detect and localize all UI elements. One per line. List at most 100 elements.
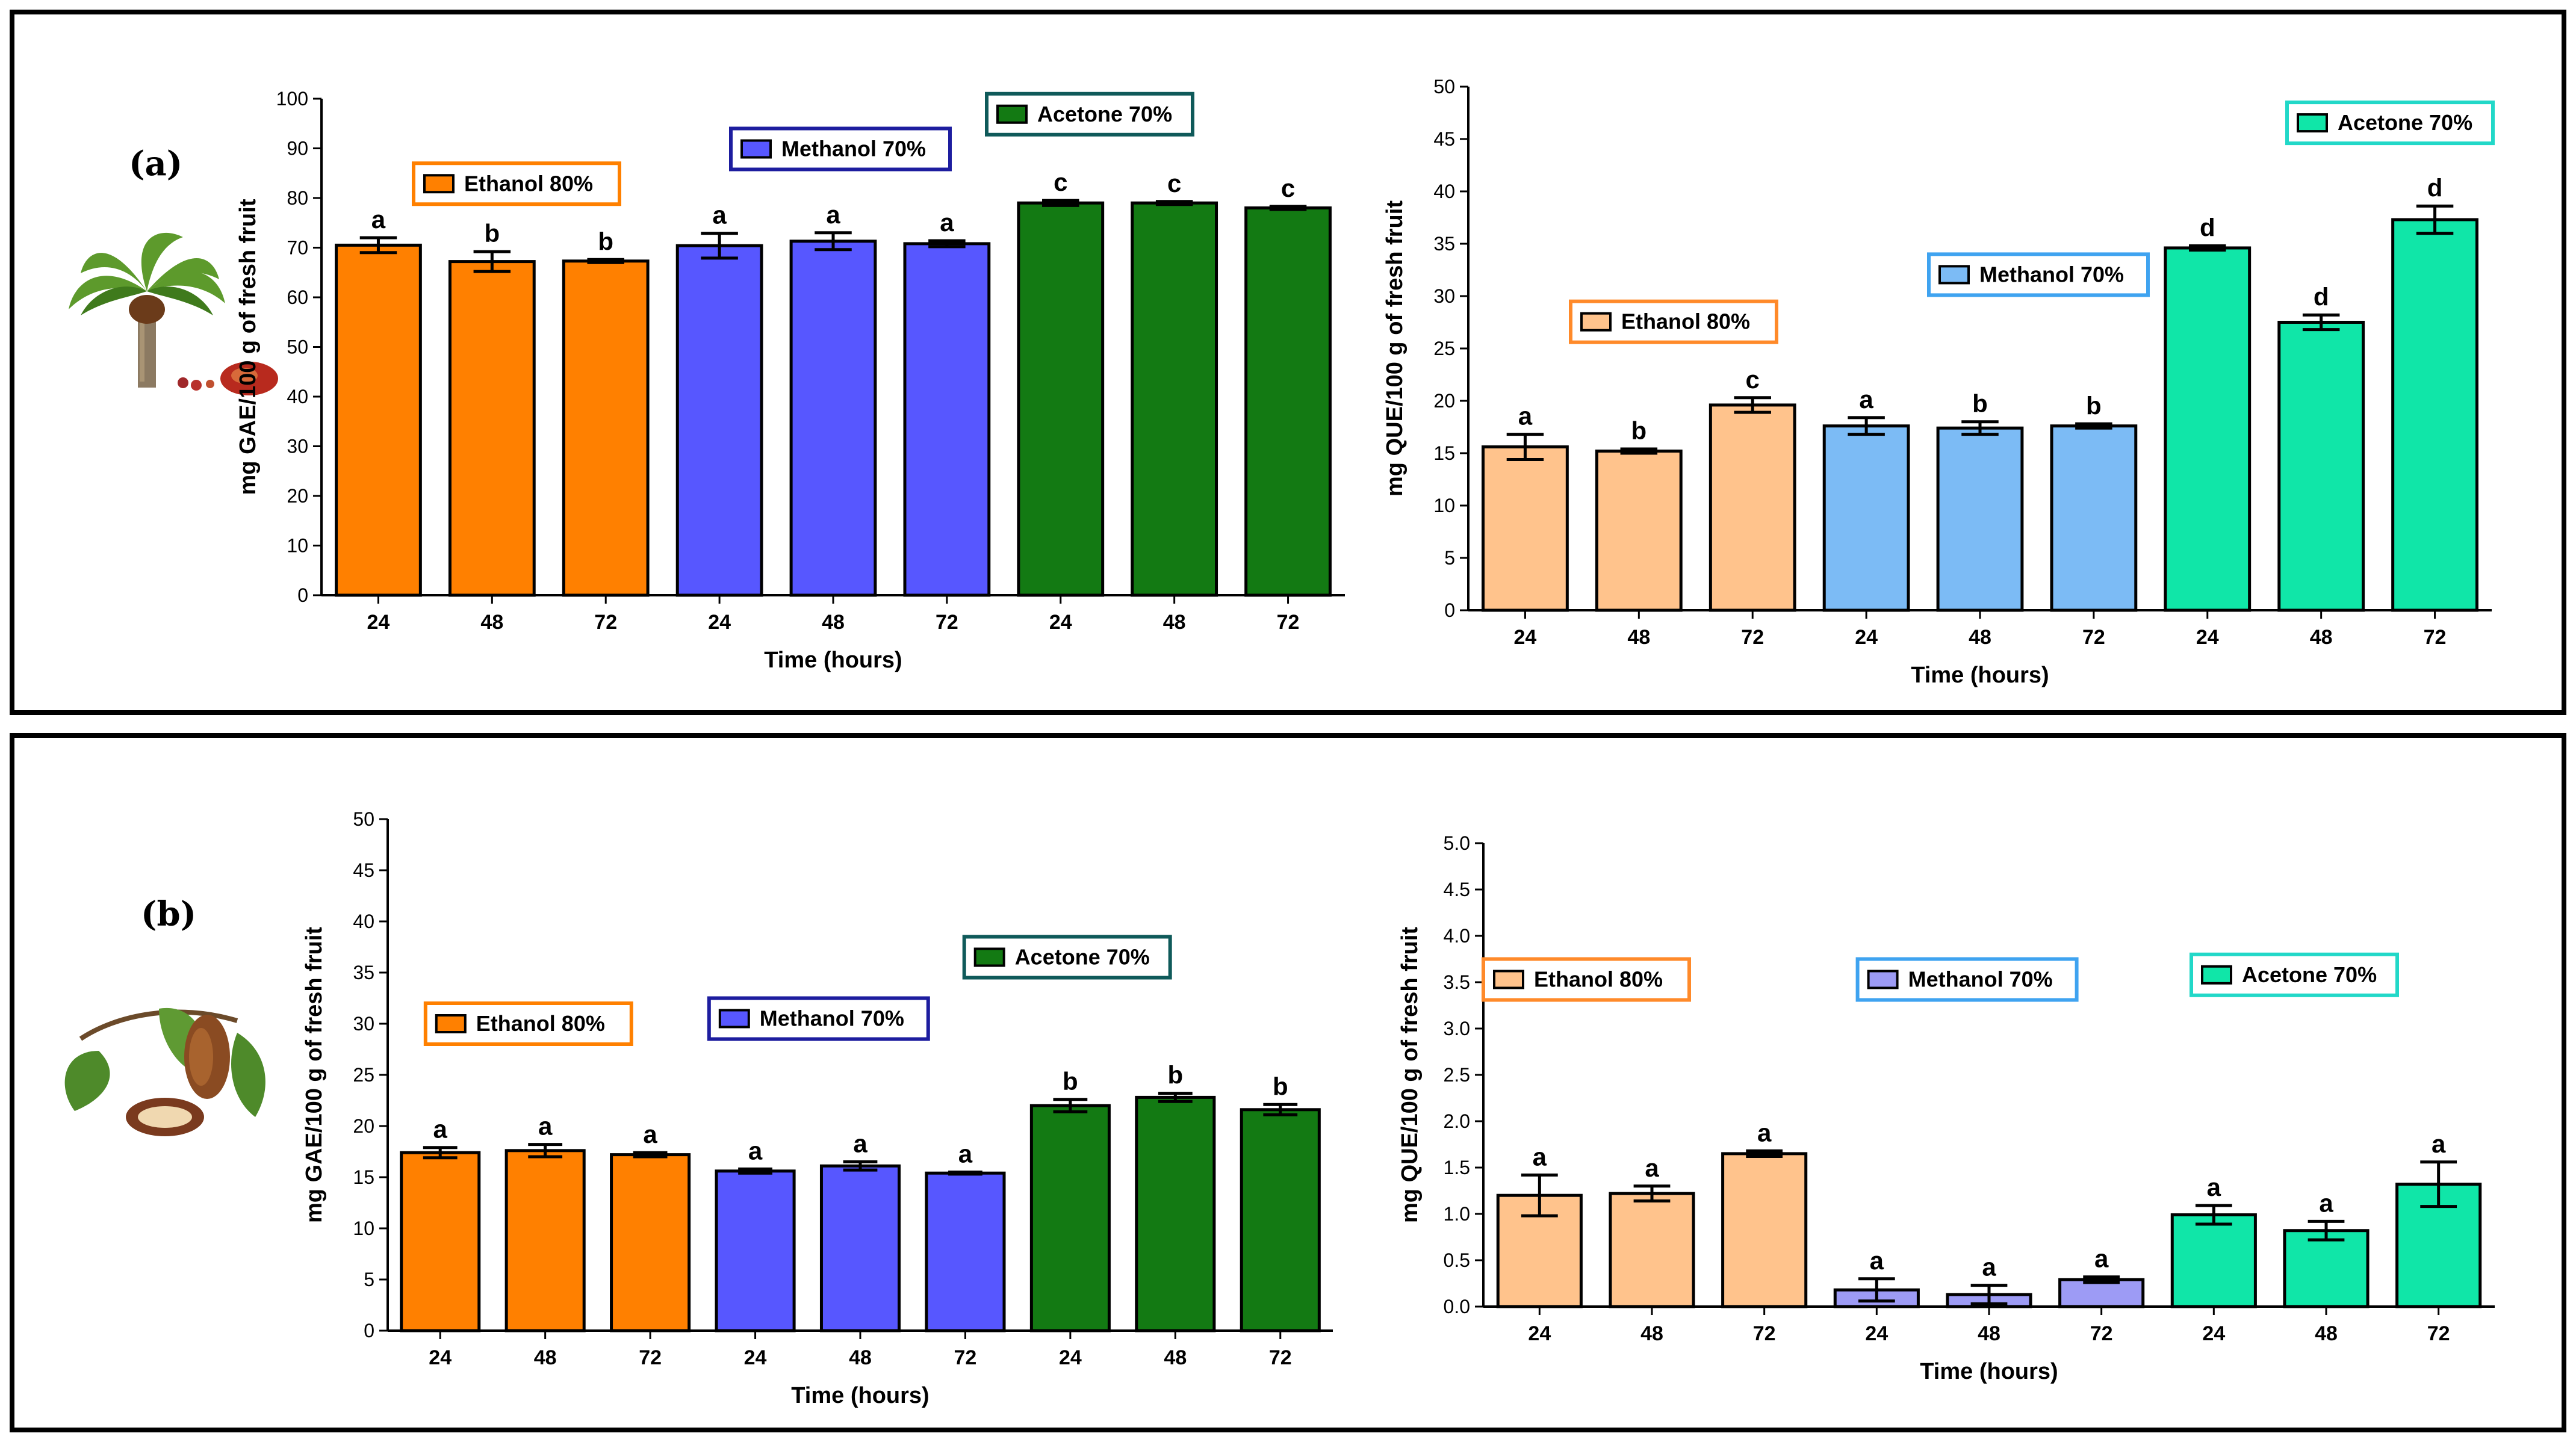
x-tick-label: 24 xyxy=(2202,1322,2225,1345)
y-tick-label: 30 xyxy=(353,1013,374,1035)
bar xyxy=(789,240,877,597)
significance-letter: a xyxy=(1645,1154,1659,1182)
y-tick-label: 70 xyxy=(287,237,308,259)
x-tick-label: 48 xyxy=(1163,611,1186,634)
y-tick-label: 4.0 xyxy=(1444,925,1470,947)
y-tick-label: 50 xyxy=(353,808,374,830)
y-tick-label: 0 xyxy=(297,584,308,606)
legend-swatch xyxy=(740,139,772,159)
bar xyxy=(1135,1095,1216,1332)
bar xyxy=(2283,1229,2370,1308)
bar xyxy=(1609,1192,1695,1308)
legend-box xyxy=(1482,957,1691,1002)
bar xyxy=(1936,426,2024,612)
y-tick-label: 5 xyxy=(1444,547,1455,569)
panel-b: (b) 0 5 10 15 20 25 30 35 40 45 50 a 24 a 48 a 72 a 24 a 48 a… xyxy=(10,733,2566,1432)
y-axis-label: mg QUE/100 g of fresh fruit xyxy=(1382,200,1407,497)
significance-letter: a xyxy=(433,1115,448,1143)
legend-label: Methanol 70% xyxy=(1979,262,2124,286)
x-tick-label: 72 xyxy=(936,611,958,634)
bar xyxy=(1029,1104,1111,1332)
bar xyxy=(1822,424,1910,612)
chart-a-polyphenols: 0 10 20 30 40 50 60 70 80 90 100 a 24 b 48 b 72 a 24 a 48 a 72… xyxy=(235,88,1345,673)
legend-label: Methanol 70% xyxy=(781,137,926,161)
significance-letter: c xyxy=(1167,169,1181,197)
y-tick-label: 5.0 xyxy=(1444,832,1470,854)
bar xyxy=(504,1149,586,1332)
legend-label: Methanol 70% xyxy=(760,1006,904,1031)
legend-swatch xyxy=(1493,970,1524,989)
significance-letter: c xyxy=(1281,174,1295,202)
significance-letter: b xyxy=(1168,1061,1184,1089)
y-tick-label: 20 xyxy=(353,1115,374,1137)
x-tick-label: 24 xyxy=(1049,611,1072,634)
significance-letter: a xyxy=(2094,1245,2109,1273)
y-tick-label: 2.5 xyxy=(1444,1064,1470,1086)
significance-letter: a xyxy=(538,1112,553,1140)
y-tick-label: 50 xyxy=(287,336,308,358)
significance-letter: d xyxy=(2200,213,2215,241)
x-tick-label: 72 xyxy=(954,1346,977,1369)
y-tick-label: 40 xyxy=(1433,181,1455,202)
significance-letter: b xyxy=(1063,1067,1078,1095)
y-axis-label: mg GAE/100 g of fresh fruit xyxy=(302,927,327,1223)
significance-letter: a xyxy=(826,200,840,229)
y-tick-label: 20 xyxy=(1433,390,1455,412)
panel-a: (a) 0 10 20 30 40 50 60 70 80 90 100 a 24 b 48 b 72 a 24 a 4… xyxy=(10,10,2566,715)
bar xyxy=(2277,321,2365,612)
y-tick-label: 0 xyxy=(364,1320,374,1341)
x-tick-label: 72 xyxy=(1741,626,1764,649)
x-tick-label: 48 xyxy=(822,611,845,634)
significance-letter: a xyxy=(1859,385,1873,413)
x-tick-label: 48 xyxy=(1978,1322,2000,1345)
significance-letter: a xyxy=(958,1140,973,1168)
x-tick-label: 48 xyxy=(1164,1346,1187,1369)
y-tick-label: 35 xyxy=(353,962,374,983)
y-tick-label: 50 xyxy=(1433,76,1455,97)
significance-letter: c xyxy=(1746,365,1760,394)
bar xyxy=(2170,1213,2257,1308)
legend-label: Acetone 70% xyxy=(2338,110,2472,135)
significance-letter: a xyxy=(853,1130,867,1158)
y-tick-label: 30 xyxy=(1433,285,1455,307)
y-tick-label: 0.0 xyxy=(1444,1296,1470,1317)
y-tick-label: 10 xyxy=(287,535,308,557)
x-tick-label: 24 xyxy=(708,611,731,634)
x-tick-label: 48 xyxy=(534,1346,557,1369)
y-tick-label: 60 xyxy=(287,286,308,308)
significance-letter: b xyxy=(1631,416,1647,445)
panel-label: (b) xyxy=(141,894,197,934)
y-tick-label: 0 xyxy=(1444,599,1455,621)
bar xyxy=(925,1171,1006,1332)
legend-label: Acetone 70% xyxy=(1037,102,1172,126)
x-tick-label: 72 xyxy=(1269,1346,1292,1369)
significance-letter: d xyxy=(2427,173,2443,202)
x-tick-label: 24 xyxy=(1514,626,1537,649)
legend-swatch xyxy=(718,1009,750,1029)
y-tick-label: 45 xyxy=(353,859,374,881)
significance-letter: a xyxy=(1757,1118,1772,1146)
bar xyxy=(562,259,650,597)
y-tick-label: 30 xyxy=(287,436,308,457)
y-tick-label: 2.0 xyxy=(1444,1110,1470,1132)
significance-letter: a xyxy=(1870,1246,1884,1275)
x-tick-label: 72 xyxy=(594,611,617,634)
x-tick-label: 72 xyxy=(639,1346,662,1369)
y-tick-label: 0.5 xyxy=(1444,1249,1470,1271)
legend-label: Ethanol 80% xyxy=(476,1011,605,1036)
x-tick-label: 48 xyxy=(1640,1322,1663,1345)
significance-letter: d xyxy=(2314,282,2329,311)
bar xyxy=(448,260,536,597)
significance-letter: a xyxy=(940,208,954,237)
y-tick-label: 1.0 xyxy=(1444,1203,1470,1225)
significance-letter: c xyxy=(1054,168,1067,196)
x-tick-label: 72 xyxy=(2427,1322,2450,1345)
x-tick-label: 48 xyxy=(2315,1322,2338,1345)
x-tick-label: 72 xyxy=(1277,611,1300,634)
y-tick-label: 10 xyxy=(1433,495,1455,516)
bar xyxy=(2391,218,2478,612)
bar xyxy=(715,1169,796,1332)
x-tick-label: 72 xyxy=(2090,1322,2113,1345)
legend-label: Ethanol 80% xyxy=(464,171,593,196)
x-tick-label: 24 xyxy=(2196,626,2219,649)
